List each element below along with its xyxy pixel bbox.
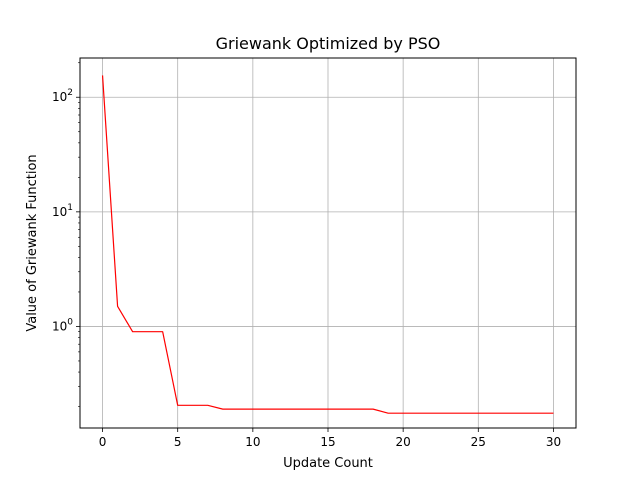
x-tick-label: 30 [546,435,561,449]
x-axis-title: Update Count [283,456,373,471]
y-tick-label: 101 [52,203,73,219]
y-tick-label: 100 [52,317,73,333]
y-axis-ticks: 100 101 102 [52,62,80,407]
chart-title: Griewank Optimized by PSO [216,34,441,53]
x-tick-label: 0 [99,435,107,449]
x-tick-label: 15 [320,435,335,449]
x-tick-label: 20 [396,435,411,449]
x-tick-label: 5 [174,435,182,449]
y-axis-title: Value of Griewank Function [25,154,40,331]
x-tick-label: 10 [245,435,260,449]
grid [80,58,576,428]
series-layer [101,75,554,414]
series-line [101,75,554,414]
x-tick-label: 25 [471,435,486,449]
x-axis-ticks: 0 5 10 15 20 25 30 [99,428,561,449]
y-tick-label: 102 [52,88,73,104]
